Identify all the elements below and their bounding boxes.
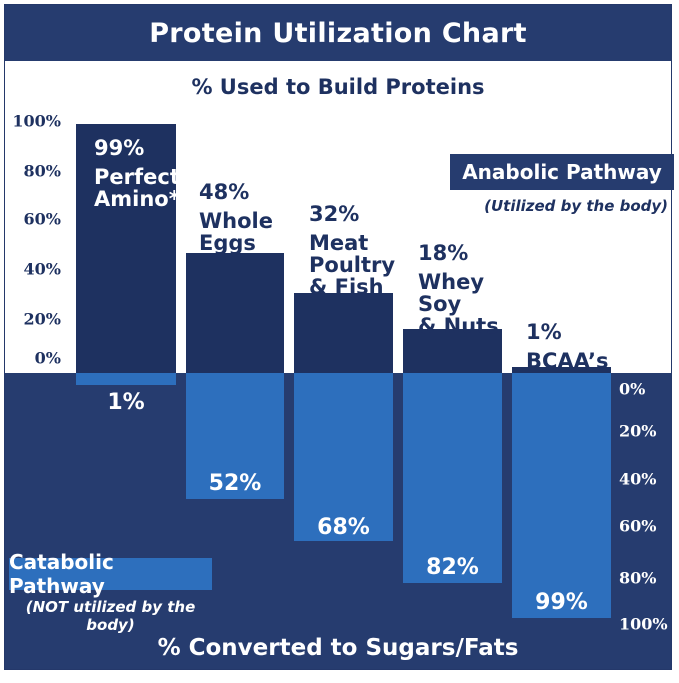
right-axis-tick: 100% xyxy=(619,614,668,634)
bar-value-label: 18% xyxy=(418,241,469,265)
bar-label-whole-eggs: 48% Whole Eggs xyxy=(199,181,273,254)
anabolic-bar-bcaas xyxy=(512,367,611,373)
chart-panel: Protein Utilization Chart % Used to Buil… xyxy=(4,4,674,670)
right-axis-tick: 40% xyxy=(619,469,657,489)
right-axis-tick: 80% xyxy=(619,568,657,588)
bar-value-label: 1% xyxy=(526,320,562,344)
bar-label-meat-poultry-fish: 32% Meat Poultry & Fish xyxy=(309,203,395,298)
anabolic-bar-perfect-amino xyxy=(76,124,176,373)
bar-category-label: Perfect Amino* xyxy=(94,165,180,211)
catabolic-bar-perfect-amino xyxy=(76,373,176,385)
right-axis-tick: 20% xyxy=(619,421,657,441)
catabolic-value-perfect-amino: 1% xyxy=(107,390,145,415)
bar-label-bcaas: 1% BCAA’s xyxy=(526,321,608,372)
anabolic-bar-whey-soy-nuts xyxy=(403,329,502,373)
catabolic-bar-whole-eggs xyxy=(186,373,284,499)
catabolic-value-meat-poultry-fish: 68% xyxy=(317,515,370,540)
catabolic-bar-meat-poultry-fish xyxy=(294,373,393,541)
chart-title: Protein Utilization Chart xyxy=(149,17,527,49)
bar-value-label: 99% xyxy=(94,136,145,160)
bar-category-label: Meat Poultry & Fish xyxy=(309,231,396,299)
catabolic-bar-bcaas xyxy=(512,373,611,618)
right-axis-tick: 60% xyxy=(619,516,657,536)
left-axis-tick: 0% xyxy=(34,348,61,368)
left-axis-tick: 100% xyxy=(12,111,61,131)
anabolic-legend-sublabel: (Utilized by the body) xyxy=(484,197,668,215)
catabolic-value-whole-eggs: 52% xyxy=(208,471,262,496)
left-axis-tick: 20% xyxy=(23,309,61,329)
bar-label-perfect-amino: 99% Perfect Amino* xyxy=(94,137,180,210)
anabolic-bar-whole-eggs xyxy=(186,253,284,373)
catabolic-value-whey-soy-nuts: 82% xyxy=(426,555,479,580)
anabolic-legend-box: Anabolic Pathway xyxy=(450,154,674,190)
bar-label-whey-soy-nuts: 18% Whey Soy & Nuts xyxy=(418,242,499,337)
left-axis-tick: 80% xyxy=(23,161,61,181)
upper-axis-title: % Used to Build Proteins xyxy=(191,75,485,99)
bar-category-label: BCAA’s xyxy=(526,349,609,373)
anabolic-legend-label: Anabolic Pathway xyxy=(462,160,662,184)
bar-category-label: Whole Eggs xyxy=(199,209,273,255)
catabolic-legend-box: Catabolic Pathway xyxy=(9,550,212,598)
catabolic-value-bcaas: 99% xyxy=(535,590,588,615)
catabolic-legend-sublabel: (NOT utilized by the body) xyxy=(25,598,196,634)
bar-category-label: Whey Soy & Nuts xyxy=(418,270,499,338)
bar-value-label: 32% xyxy=(309,202,360,226)
bar-value-label: 48% xyxy=(199,180,250,204)
catabolic-bar-whey-soy-nuts xyxy=(403,373,502,583)
right-axis-tick: 0% xyxy=(619,379,646,399)
left-axis-tick: 60% xyxy=(23,209,61,229)
chart-title-banner: Protein Utilization Chart xyxy=(5,5,671,61)
lower-axis-title: % Converted to Sugars/Fats xyxy=(157,635,519,661)
left-axis-tick: 40% xyxy=(23,259,61,279)
anabolic-bar-meat-poultry-fish xyxy=(294,293,393,373)
catabolic-legend-label: Catabolic Pathway xyxy=(9,550,114,598)
